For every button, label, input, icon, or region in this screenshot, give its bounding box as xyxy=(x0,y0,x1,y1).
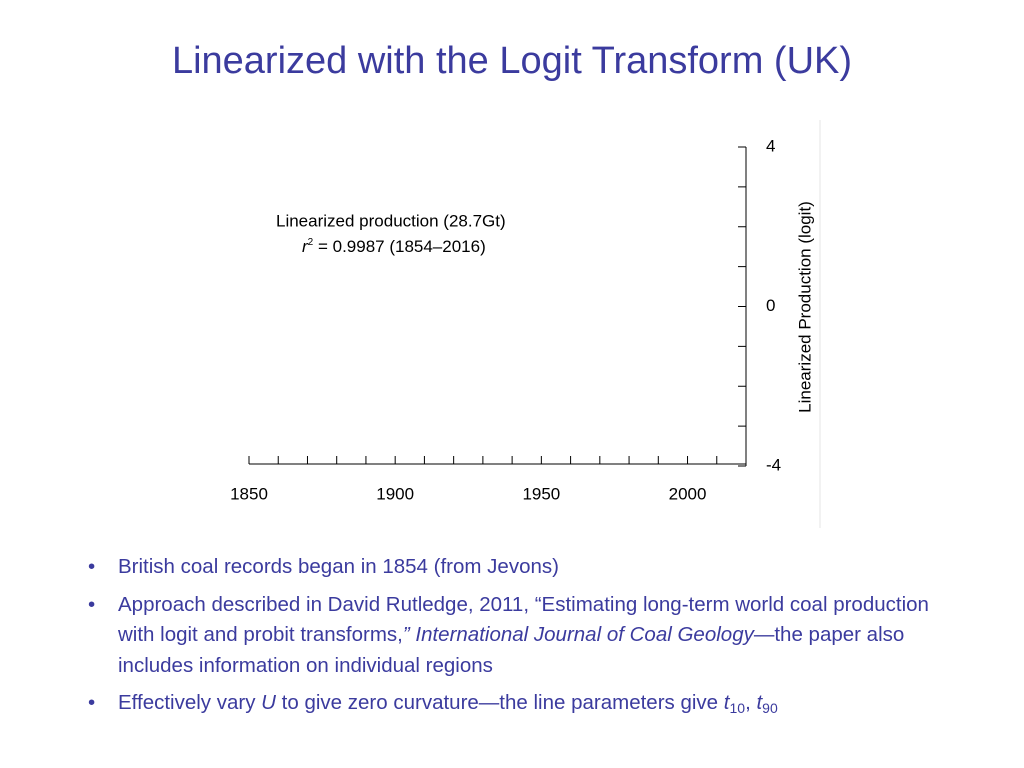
y-tick-label: 4 xyxy=(766,136,775,155)
bullet-text: British coal records began in 1854 (from… xyxy=(118,555,559,578)
bullet-text: t xyxy=(723,691,730,714)
bullet: Effectively vary U to give zero curvatur… xyxy=(88,688,948,719)
annotation-part: r xyxy=(302,237,309,256)
x-tick-label: 2000 xyxy=(669,484,707,503)
y-tick-label: 0 xyxy=(766,296,775,315)
bullet-text: Effectively vary xyxy=(118,691,262,714)
bullet: British coal records began in 1854 (from… xyxy=(88,552,948,583)
bullet-text: to give zero curvature—the line paramete… xyxy=(275,691,724,714)
y-axis-label: Linearized Production (logit) xyxy=(795,201,814,413)
x-tick-label: 1950 xyxy=(522,484,560,503)
annotation-part: 2 xyxy=(308,237,314,248)
bullet: Approach described in David Rutledge, 20… xyxy=(88,590,948,682)
slide-title: Linearized with the Logit Transform (UK) xyxy=(171,40,853,82)
bullet-text: 10 xyxy=(729,700,746,716)
bullet-text: —the paper also includes information on … xyxy=(118,623,905,677)
bullet-text: 90 xyxy=(762,700,778,716)
bullet-list: British coal records began in 1854 (from… xyxy=(88,552,948,726)
bullet-text: , xyxy=(745,691,757,714)
x-tick-label: 1850 xyxy=(230,484,268,503)
annotation-part: = 0.9987 (1854–2016) xyxy=(313,237,486,256)
annotation: Linearized production (28.7Gt) xyxy=(276,211,506,230)
x-tick-label: 1900 xyxy=(376,484,414,503)
bullet-text: t xyxy=(756,691,763,714)
bullet-text: Approach described in David Rutledge, 20… xyxy=(118,592,929,647)
bullet-text: U xyxy=(261,691,276,714)
bullet-text: ” International Journal of Coal Geology xyxy=(402,623,754,646)
y-tick-label: -4 xyxy=(766,455,781,474)
annotation: r2 = 0.9987 (1854–2016) xyxy=(302,237,486,257)
